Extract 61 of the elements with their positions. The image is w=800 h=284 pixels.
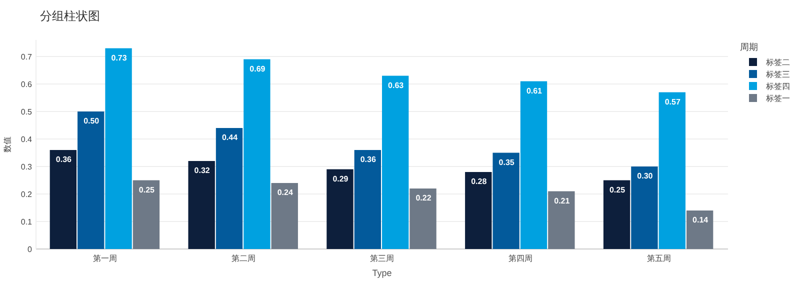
y-tick-label: 0.1 <box>20 218 33 226</box>
bar <box>603 180 630 249</box>
y-axis-title: 数值 <box>3 136 12 152</box>
data-label: 0.24 <box>277 188 294 197</box>
y-tick-label: 0.3 <box>20 162 33 172</box>
legend-label: 标签一 <box>765 94 790 103</box>
bar <box>548 191 575 249</box>
data-label: 0.30 <box>637 172 654 180</box>
y-tick-label: 0.7 <box>20 52 33 62</box>
data-label: 0.32 <box>194 166 210 175</box>
y-tick-label: 0.4 <box>20 135 33 144</box>
data-label: 0.14 <box>692 216 709 224</box>
bar <box>216 128 243 249</box>
y-tick-label: 0.5 <box>20 108 33 116</box>
bar <box>326 169 354 249</box>
bar <box>271 183 298 249</box>
bar <box>132 180 160 249</box>
x-tick-label: 第五周 <box>646 254 671 263</box>
bar <box>105 48 132 249</box>
data-label: 0.22 <box>416 194 432 202</box>
data-label: 0.44 <box>222 133 238 142</box>
data-label: 0.73 <box>111 53 128 62</box>
bar <box>492 152 520 249</box>
data-label: 0.50 <box>84 116 100 126</box>
data-label: 0.69 <box>250 64 266 74</box>
legend-label: 标签三 <box>765 70 790 79</box>
data-label: 0.28 <box>471 177 488 186</box>
bar <box>382 76 409 249</box>
x-tick-label: 第二周 <box>232 254 256 263</box>
legend-label: 标签四 <box>765 82 790 91</box>
data-label: 0.61 <box>526 86 543 96</box>
legend-title: 周期 <box>740 42 758 52</box>
bar <box>50 150 77 249</box>
data-label: 0.29 <box>332 174 349 184</box>
bar <box>658 92 686 249</box>
data-label: 0.36 <box>56 155 72 164</box>
y-tick-label: 0.2 <box>20 190 33 199</box>
bar <box>520 81 548 249</box>
bar <box>465 172 492 249</box>
data-label: 0.57 <box>664 97 681 106</box>
x-tick-label: 第四周 <box>508 254 532 263</box>
data-label: 0.25 <box>609 185 626 194</box>
data-label: 0.36 <box>360 155 376 164</box>
y-tick-label: 0 <box>28 245 33 254</box>
bar <box>631 166 658 249</box>
data-label: 0.21 <box>554 196 570 206</box>
bar <box>410 188 436 249</box>
data-label: 0.35 <box>498 158 515 167</box>
data-label: 0.63 <box>388 80 404 90</box>
bar <box>244 59 270 249</box>
bar <box>354 150 381 249</box>
data-label: 0.25 <box>138 185 156 194</box>
bar <box>78 112 104 249</box>
x-tick-label: 第一周 <box>93 254 118 263</box>
x-tick-label: 第三周 <box>370 254 394 263</box>
x-axis-title: Type <box>372 268 392 278</box>
legend-label: 标签二 <box>765 58 790 67</box>
y-tick-label: 0.6 <box>20 80 33 89</box>
bar <box>686 210 714 249</box>
bar <box>188 161 215 249</box>
chart-title: 分组柱状图 <box>40 9 100 23</box>
